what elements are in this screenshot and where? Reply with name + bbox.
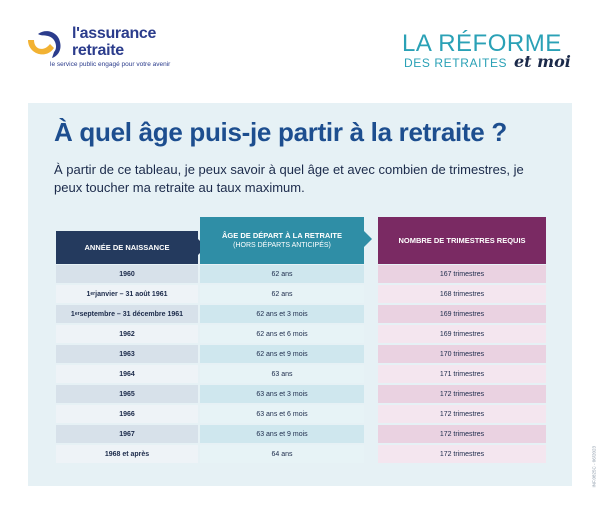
table-row: 1965 63 ans et 3 mois 172 trimestres <box>56 384 546 404</box>
quarters-cell: 167 trimestres <box>378 265 546 283</box>
assurance-retraite-logo: l'assurance retraite le service public e… <box>24 22 224 72</box>
logo-text-line1: l'assurance <box>72 25 157 42</box>
quarters-cell: 169 trimestres <box>378 305 546 323</box>
departure-age-cell: 62 ans et 9 mois <box>200 345 364 363</box>
birth-year-cell: 1 er janvier – 31 août 1961 <box>56 285 198 303</box>
table-row: 1968 et après 64 ans 172 trimestres <box>56 444 546 464</box>
departure-age-cell: 63 ans et 9 mois <box>200 425 364 443</box>
table-row: 1962 62 ans et 6 mois 169 trimestres <box>56 324 546 344</box>
quarters-cell: 172 trimestres <box>378 425 546 443</box>
header-quarters-label: NOMBRE DE TRIMESTRES REQUIS <box>398 235 526 245</box>
birth-year-cell: 1962 <box>56 325 198 343</box>
quarters-cell: 172 trimestres <box>378 405 546 423</box>
reforme-line3: et moi <box>514 52 571 71</box>
birth-year-cell: 1960 <box>56 265 198 283</box>
document-reference: INF.0825C - 06/2023 <box>592 446 597 488</box>
quarters-cell: 172 trimestres <box>378 445 546 463</box>
birth-year-cell: 1966 <box>56 405 198 423</box>
birth-year-cell: 1967 <box>56 425 198 443</box>
header-quarters: NOMBRE DE TRIMESTRES REQUIS <box>378 217 546 264</box>
table-body: 1960 62 ans 167 trimestres 1 er janvier – 31… <box>56 264 546 464</box>
birth-year-cell: 1964 <box>56 365 198 383</box>
header-birth-year-label: ANNÉE DE NAISSANCE <box>84 242 170 252</box>
quarters-cell: 168 trimestres <box>378 285 546 303</box>
table-row: 1964 63 ans 171 trimestres <box>56 364 546 384</box>
birth-year-cell: 1 er septembre – 31 décembre 1961 <box>56 305 198 323</box>
header-departure-age-label: ÂGE DE DÉPART À LA RETRAITE <box>221 230 342 240</box>
departure-age-cell: 63 ans <box>200 365 364 383</box>
table-row: 1967 63 ans et 9 mois 172 trimestres <box>56 424 546 444</box>
departure-age-cell: 63 ans et 6 mois <box>200 405 364 423</box>
departure-age-cell: 62 ans et 3 mois <box>200 305 364 323</box>
intro-text: À partir de ce tableau, je peux savoir à… <box>54 162 524 195</box>
quarters-cell: 170 trimestres <box>378 345 546 363</box>
birth-year-cell: 1968 et après <box>56 445 198 463</box>
birth-year-cell: 1963 <box>56 345 198 363</box>
quarters-cell: 171 trimestres <box>378 365 546 383</box>
header-departure-age-sub: (HORS DÉPARTS ANTICIPÉS) <box>233 241 331 249</box>
header-departure-age: ÂGE DE DÉPART À LA RETRAITE (HORS DÉPART… <box>200 217 364 264</box>
logo-text-line2: retraite <box>72 42 124 59</box>
header-arrow <box>364 231 372 247</box>
departure-age-cell: 62 ans <box>200 285 364 303</box>
departure-age-cell: 62 ans et 6 mois <box>200 325 364 343</box>
departure-age-cell: 64 ans <box>200 445 364 463</box>
table-row: 1960 62 ans 167 trimestres <box>56 264 546 284</box>
quarters-cell: 172 trimestres <box>378 385 546 403</box>
table-row: 1 er septembre – 31 décembre 1961 62 ans e… <box>56 304 546 324</box>
page-title: À quel âge puis-je partir à la retraite … <box>54 117 507 147</box>
reforme-line2: DES RETRAITES <box>404 56 508 70</box>
departure-age-cell: 63 ans et 3 mois <box>200 385 364 403</box>
info-panel: À quel âge puis-je partir à la retraite … <box>28 103 572 486</box>
table-row: 1 er janvier – 31 août 1961 62 ans 168 trim… <box>56 284 546 304</box>
quarters-cell: 169 trimestres <box>378 325 546 343</box>
retirement-table: ANNÉE DE NAISSANCE ÂGE DE DÉPART À LA RE… <box>56 217 546 464</box>
birth-year-cell: 1965 <box>56 385 198 403</box>
departure-age-cell: 62 ans <box>200 265 364 283</box>
logo-tagline: le service public engagé pour votre aven… <box>50 61 171 68</box>
table-header: ANNÉE DE NAISSANCE ÂGE DE DÉPART À LA RE… <box>56 217 546 264</box>
logo-mark-icon <box>28 31 61 58</box>
reforme-logo: LA RÉFORME DES RETRAITES et moi <box>402 30 572 80</box>
table-row: 1963 62 ans et 9 mois 170 trimestres <box>56 344 546 364</box>
reforme-line1: LA RÉFORME <box>402 30 562 57</box>
table-row: 1966 63 ans et 6 mois 172 trimestres <box>56 404 546 424</box>
header-birth-year: ANNÉE DE NAISSANCE <box>56 231 198 264</box>
